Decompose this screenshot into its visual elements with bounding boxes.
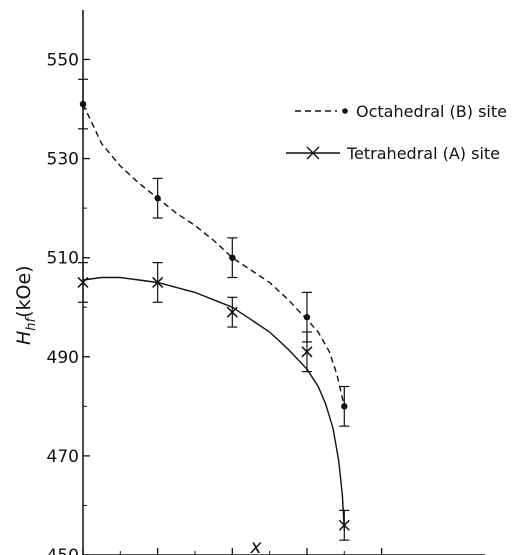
octahedral-point xyxy=(303,313,311,321)
octahedral-point xyxy=(229,254,236,261)
tetrahedral-curve xyxy=(82,276,345,531)
legend-tetrahedral-marker xyxy=(306,146,320,160)
octahedral-curve xyxy=(82,103,345,407)
y-tick-label: 450 xyxy=(47,546,79,555)
octahedral-point xyxy=(341,403,348,410)
x-axis-title: x xyxy=(249,536,262,555)
tetrahedral-point xyxy=(338,519,350,531)
legend-octahedral-label: Octahedral (B) site xyxy=(356,102,507,121)
y-axis-title-unit: (kOe) xyxy=(13,265,35,317)
tetrahedral-point xyxy=(152,276,164,288)
legend-tetrahedral-label: Tetrahedral (A) site xyxy=(346,144,500,163)
axes xyxy=(82,10,485,555)
y-tick-label: 550 xyxy=(47,50,79,70)
markers xyxy=(77,78,350,541)
octahedral-point xyxy=(154,195,161,202)
octahedral-point xyxy=(79,100,87,108)
legend: Octahedral (B) site Tetrahedral (A) site xyxy=(286,102,507,163)
y-axis-title: Hhf(kOe) xyxy=(13,265,39,345)
y-tick-label: 530 xyxy=(47,150,79,170)
y-tick-label: 510 xyxy=(47,249,79,269)
tetrahedral-point xyxy=(77,276,89,288)
y-tick-label: 490 xyxy=(47,348,79,368)
y-axis-title-main: H xyxy=(13,331,35,345)
y-axis-title-sub: hf xyxy=(24,315,39,330)
curves xyxy=(82,103,345,531)
legend-octahedral-marker xyxy=(342,108,348,114)
y-tick-label: 470 xyxy=(47,447,79,467)
tetrahedral-point xyxy=(226,306,238,318)
tetrahedral-point xyxy=(301,346,313,358)
ticks: 4504704905105305500·00·20·40·60·8 xyxy=(47,50,383,555)
